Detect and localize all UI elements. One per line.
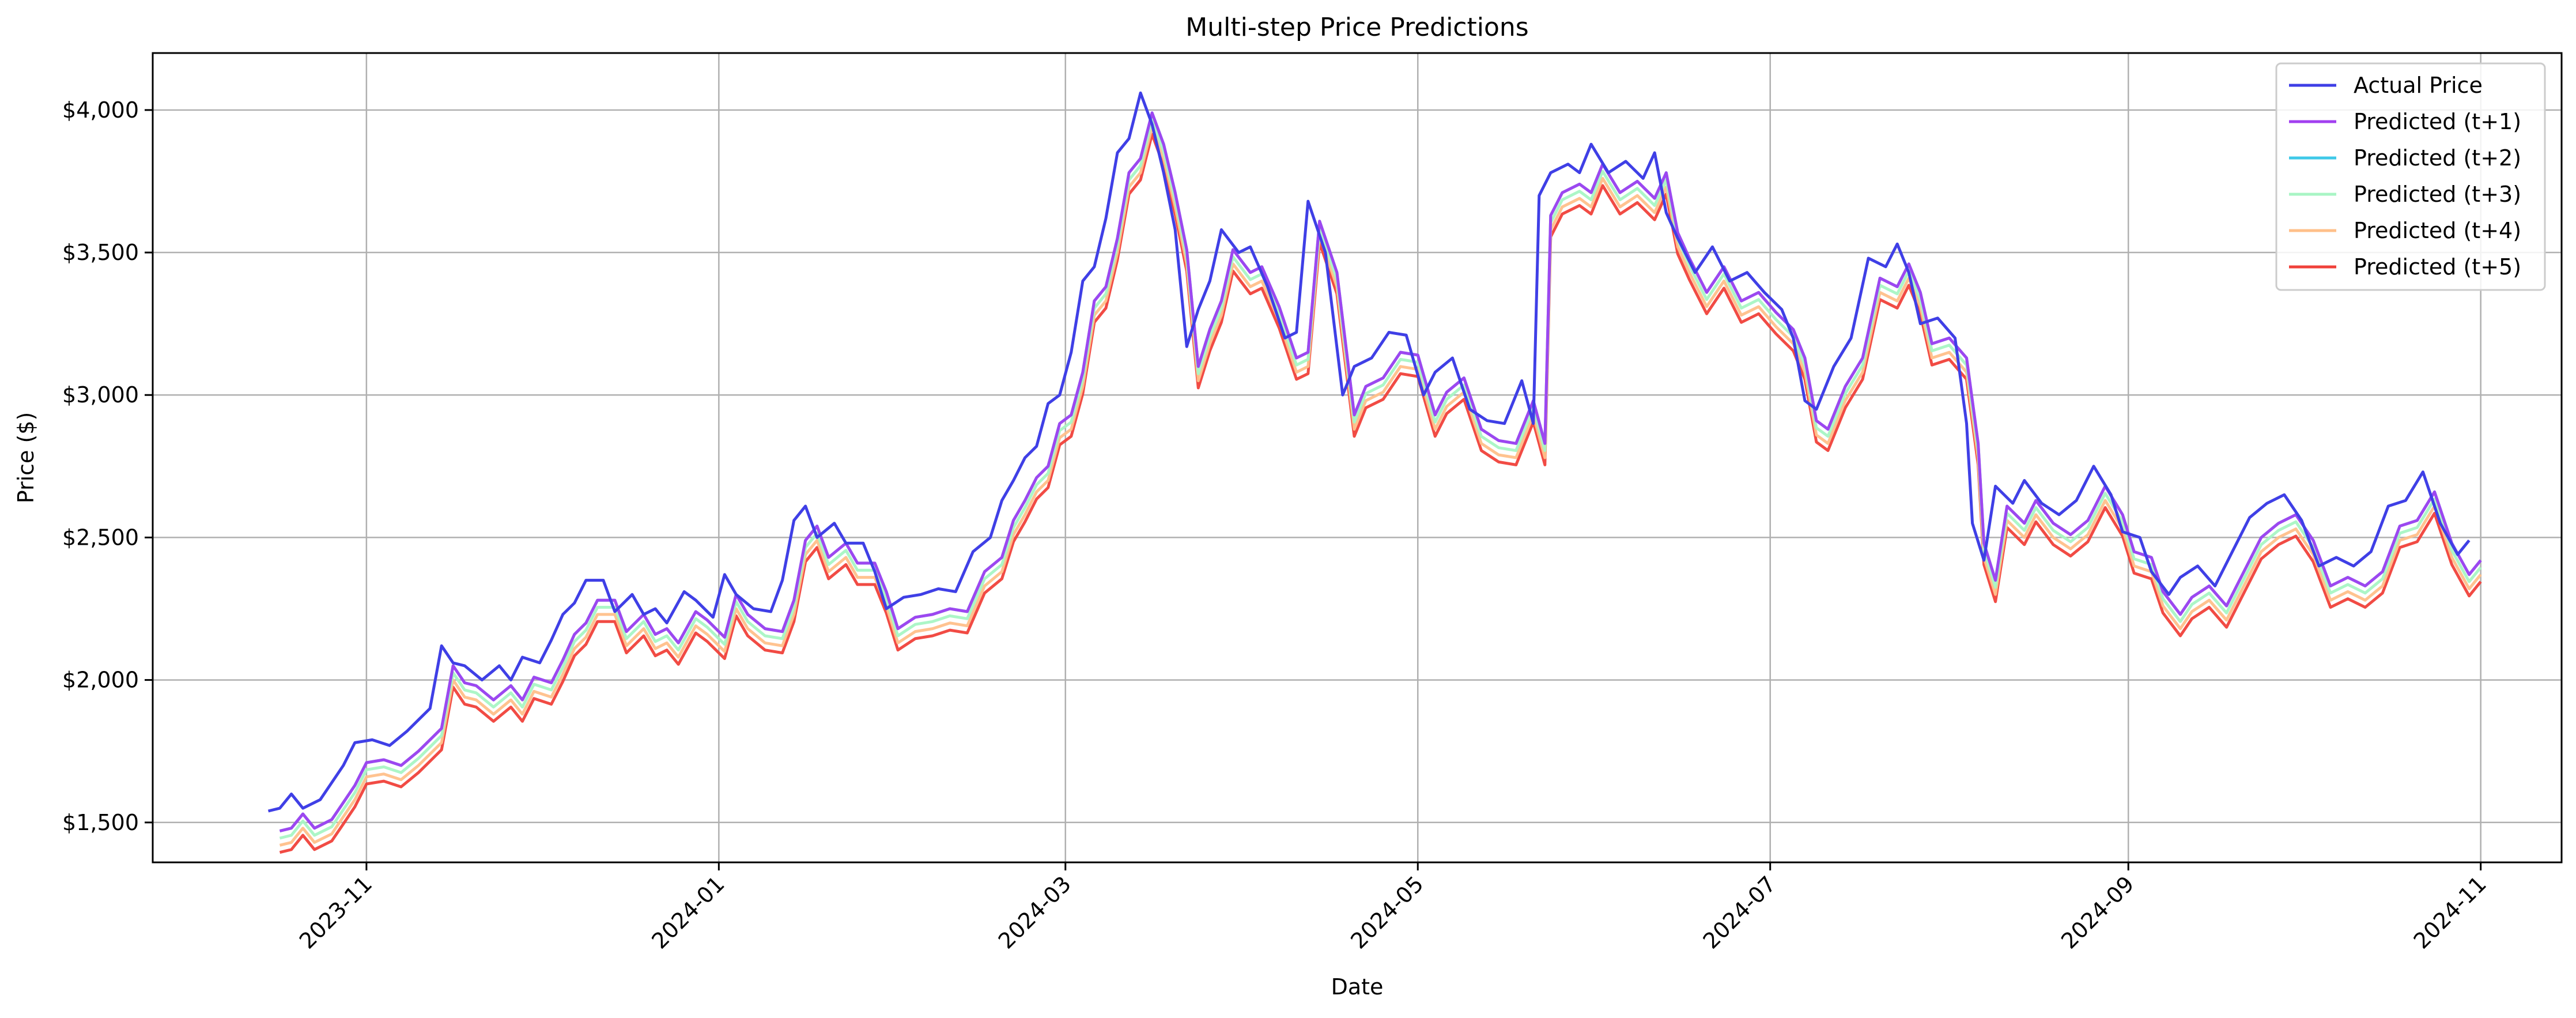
y-tick-label: $4,000 [62,97,139,123]
predicted-line-t5 [279,133,2482,854]
y-tick-label: $3,500 [62,240,139,265]
legend-label: Actual Price [2354,73,2483,98]
legend-label: Predicted (t+5) [2354,254,2521,280]
y-tick-label: $2,000 [62,668,139,693]
legend-entries: Actual Price Predicted (t+1) Predicted (t+… [2289,73,2521,280]
y-tick-label: $3,000 [62,382,139,408]
x-axis-label: Date [1331,974,1384,1000]
predicted-line-t3 [279,118,2482,840]
y-tick-label: $2,500 [62,525,139,550]
predicted-line-t4 [279,126,2482,847]
chart-title: Multi-step Price Predictions [1185,13,1528,42]
legend: Actual Price Predicted (t+1) Predicted (t+… [2275,62,2546,291]
actual-price-line [267,91,2471,813]
y-axis-label: Price ($) [13,412,39,504]
legend-label: Predicted (t+3) [2354,182,2521,207]
series-lines [267,91,2482,854]
legend-label: Predicted (t+4) [2354,218,2521,243]
plot-frame [152,52,2563,864]
y-axis: $1,500 $2,000 $2,500 $3,000 $3,500 $4,000 [62,97,153,835]
legend-box [2275,62,2546,291]
predicted-line-t1 [279,111,2482,833]
legend-label: Predicted (t+2) [2354,145,2521,171]
legend-label: Predicted (t+1) [2354,109,2521,134]
y-tick-label: $1,500 [62,810,139,835]
